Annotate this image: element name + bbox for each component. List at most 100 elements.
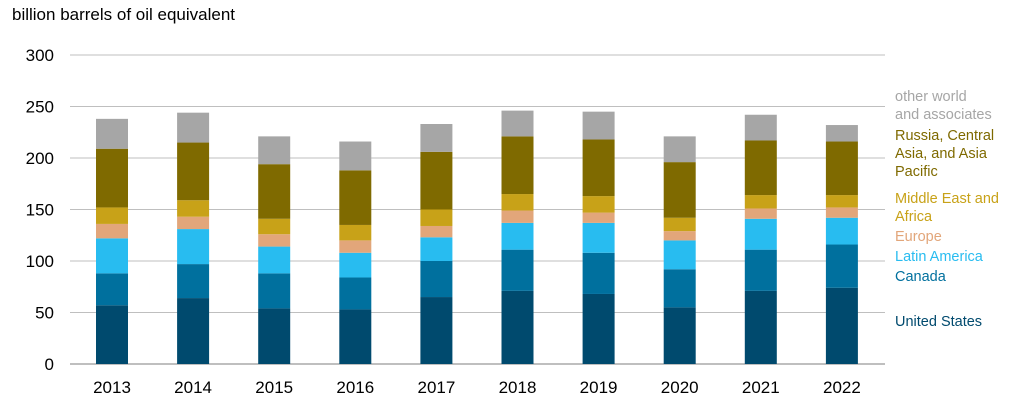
bar-2018-europe: [501, 210, 534, 223]
bar-2014-russia-central-asia-and-asia-pacific: [177, 142, 210, 201]
bar-2014-canada: [177, 264, 210, 299]
legend-line: Africa: [895, 209, 933, 225]
bar-stack-2013: [96, 118, 128, 364]
bar-2015-other-world-and-associates: [258, 136, 291, 165]
bar-2018-united-states: [501, 290, 534, 364]
y-axis-title: billion barrels of oil equivalent: [12, 5, 236, 24]
legend-item: Latin America: [895, 248, 983, 266]
bar-2022-canada: [825, 244, 858, 288]
bar-2019-latin-america: [582, 222, 615, 253]
bar-2014-middle-east-and-africa: [177, 200, 210, 217]
bar-2019-russia-central-asia-and-asia-pacific: [582, 139, 615, 197]
bar-2022-europe: [825, 207, 858, 218]
bar-2013-europe: [96, 223, 128, 239]
bar-2021-europe: [744, 208, 777, 219]
y-tick-label: 0: [45, 355, 54, 374]
legend-item: United States: [895, 313, 982, 331]
bar-2013-middle-east-and-africa: [96, 207, 128, 224]
bar-2013-russia-central-asia-and-asia-pacific: [96, 148, 128, 208]
legend-line: Canada: [895, 269, 946, 285]
bar-2019-europe: [582, 212, 615, 223]
bar-stack-2020: [663, 136, 696, 364]
bar-2017-russia-central-asia-and-asia-pacific: [420, 151, 453, 210]
legend-line: and associates: [895, 107, 992, 123]
bar-2017-canada: [420, 261, 453, 298]
bar-2015-middle-east-and-africa: [258, 218, 291, 235]
bar-2013-latin-america: [96, 238, 128, 274]
y-tick-label: 200: [26, 149, 54, 168]
bar-2020-other-world-and-associates: [663, 136, 696, 163]
bar-2013-canada: [96, 273, 128, 306]
x-tick-label: 2015: [255, 378, 293, 397]
bar-2022-other-world-and-associates: [825, 125, 858, 142]
bar-2022-latin-america: [825, 217, 858, 245]
legend-line: Russia, Central: [895, 128, 995, 144]
legend-line: Europe: [895, 229, 942, 245]
bar-2015-latin-america: [258, 246, 291, 274]
bar-2019-canada: [582, 252, 615, 294]
legend-item: Canada: [895, 268, 946, 286]
bar-2022-middle-east-and-africa: [825, 195, 858, 208]
bar-stack-2015: [258, 136, 291, 364]
bar-2017-middle-east-and-africa: [420, 209, 453, 226]
y-tick-label: 250: [26, 98, 54, 117]
bar-2013-united-states: [96, 305, 128, 364]
legend-item: other world and associates: [895, 88, 992, 124]
bar-2021-latin-america: [744, 218, 777, 250]
legend-item: Europe: [895, 228, 942, 246]
bar-2021-middle-east-and-africa: [744, 195, 777, 209]
bar-2017-other-world-and-associates: [420, 124, 453, 152]
bar-2020-middle-east-and-africa: [663, 217, 696, 232]
y-tick-label: 300: [26, 46, 54, 65]
bar-2018-other-world-and-associates: [501, 110, 534, 137]
bar-2020-united-states: [663, 307, 696, 364]
bar-stack-2016: [339, 141, 372, 364]
bar-stack-2017: [420, 124, 453, 364]
bar-2016-other-world-and-associates: [339, 141, 372, 171]
bar-2018-latin-america: [501, 222, 534, 250]
bar-2016-europe: [339, 240, 372, 253]
bar-stack-2022: [825, 125, 858, 364]
bar-2015-united-states: [258, 308, 291, 364]
legend-item: Russia, Central Asia, and Asia Pacific: [895, 127, 994, 181]
x-tick-label: 2016: [336, 378, 374, 397]
bar-2020-russia-central-asia-and-asia-pacific: [663, 162, 696, 218]
x-axis-ticks: 2013 2014 2015 2016 2017 2018 2019 2020 2021 2022: [93, 378, 861, 397]
bar-2019-united-states: [582, 293, 615, 364]
bar-2021-canada: [744, 249, 777, 291]
legend-line: other world: [895, 89, 967, 105]
x-tick-label: 2021: [742, 378, 780, 397]
y-tick-label: 100: [26, 252, 54, 271]
bar-stack-2018: [501, 110, 534, 364]
legend-line: Middle East and: [895, 191, 999, 207]
x-tick-label: 2017: [417, 378, 455, 397]
y-axis-ticks: 0 50 100 150 200 250 300: [26, 46, 54, 374]
bar-2020-latin-america: [663, 240, 696, 270]
bar-stack-2021: [744, 114, 777, 364]
bar-2022-russia-central-asia-and-asia-pacific: [825, 141, 858, 196]
bar-2020-canada: [663, 269, 696, 308]
y-tick-label: 150: [26, 201, 54, 220]
bar-2017-united-states: [420, 297, 453, 364]
bar-2016-canada: [339, 277, 372, 310]
bar-2017-europe: [420, 225, 453, 238]
bar-stack-2019: [582, 111, 615, 364]
legend-line: Latin America: [895, 249, 983, 265]
bar-2018-middle-east-and-africa: [501, 194, 534, 211]
x-tick-label: 2013: [93, 378, 131, 397]
x-tick-label: 2018: [499, 378, 537, 397]
bar-2014-latin-america: [177, 229, 210, 265]
y-tick-label: 50: [35, 304, 54, 323]
bar-stack-2014: [177, 112, 210, 364]
bar-2020-europe: [663, 231, 696, 241]
bar-2016-latin-america: [339, 252, 372, 278]
legend-item: Middle East and Africa: [895, 190, 999, 226]
bar-2015-canada: [258, 273, 291, 309]
legend-line: Pacific: [895, 164, 938, 180]
bar-2016-middle-east-and-africa: [339, 224, 372, 241]
bars: [96, 110, 858, 364]
bar-2018-russia-central-asia-and-asia-pacific: [501, 136, 534, 195]
bar-2021-united-states: [744, 290, 777, 364]
bar-2019-other-world-and-associates: [582, 111, 615, 140]
